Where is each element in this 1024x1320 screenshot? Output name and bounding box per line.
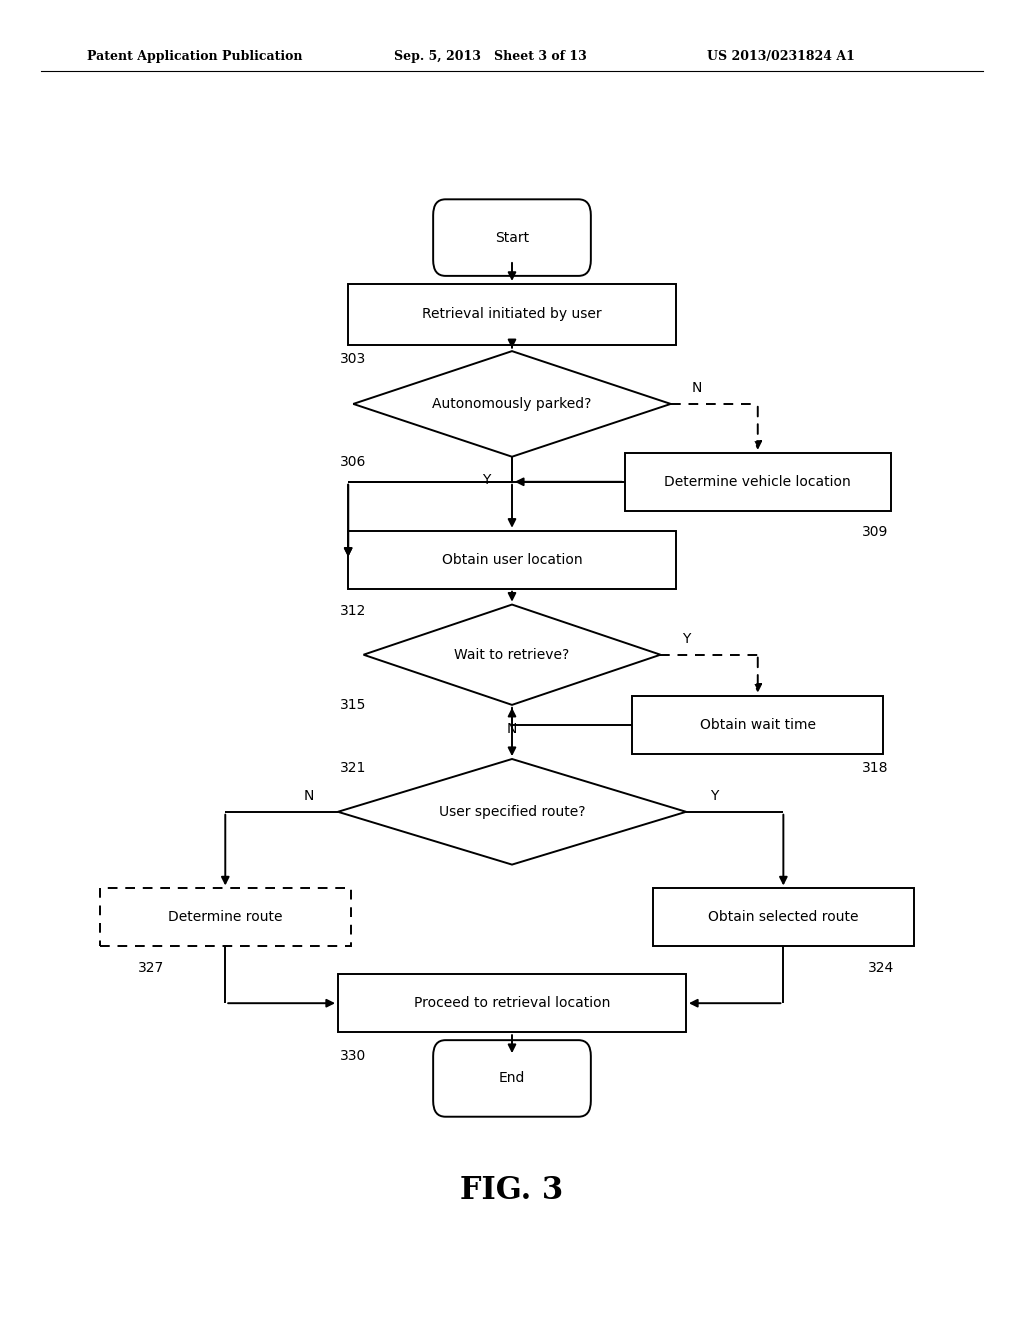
Text: 303: 303 — [340, 352, 367, 366]
Text: 318: 318 — [862, 762, 889, 775]
Text: 321: 321 — [340, 762, 367, 775]
Text: N: N — [691, 381, 701, 395]
Text: End: End — [499, 1072, 525, 1085]
Text: 309: 309 — [862, 525, 889, 539]
FancyBboxPatch shape — [433, 199, 591, 276]
Text: Y: Y — [482, 474, 490, 487]
Bar — [632, 696, 883, 754]
Text: 306: 306 — [340, 455, 367, 469]
Text: Obtain user location: Obtain user location — [441, 553, 583, 566]
Text: FIG. 3: FIG. 3 — [461, 1175, 563, 1206]
Bar — [100, 888, 350, 946]
Text: 327: 327 — [138, 961, 165, 974]
Bar — [348, 284, 676, 345]
Text: Determine route: Determine route — [168, 911, 283, 924]
Text: Wait to retrieve?: Wait to retrieve? — [455, 648, 569, 661]
Bar — [348, 531, 676, 589]
Text: 312: 312 — [340, 605, 367, 618]
Text: Obtain wait time: Obtain wait time — [699, 718, 816, 731]
Text: N: N — [507, 722, 517, 735]
Bar — [653, 888, 913, 946]
Text: Proceed to retrieval location: Proceed to retrieval location — [414, 997, 610, 1010]
Text: Patent Application Publication: Patent Application Publication — [87, 50, 302, 63]
FancyBboxPatch shape — [433, 1040, 591, 1117]
Text: Y: Y — [711, 789, 719, 803]
Text: Y: Y — [682, 632, 690, 645]
Text: Autonomously parked?: Autonomously parked? — [432, 397, 592, 411]
Text: 330: 330 — [340, 1049, 367, 1063]
Bar — [625, 453, 891, 511]
Text: US 2013/0231824 A1: US 2013/0231824 A1 — [707, 50, 854, 63]
Text: Sep. 5, 2013   Sheet 3 of 13: Sep. 5, 2013 Sheet 3 of 13 — [394, 50, 587, 63]
Text: Start: Start — [495, 231, 529, 244]
Text: N: N — [304, 789, 314, 803]
Text: Obtain selected route: Obtain selected route — [709, 911, 858, 924]
Text: Determine vehicle location: Determine vehicle location — [665, 475, 851, 488]
Text: Retrieval initiated by user: Retrieval initiated by user — [422, 308, 602, 321]
Text: User specified route?: User specified route? — [438, 805, 586, 818]
Polygon shape — [364, 605, 660, 705]
Text: 315: 315 — [340, 698, 367, 711]
Text: 324: 324 — [867, 961, 894, 974]
Bar — [338, 974, 686, 1032]
Polygon shape — [353, 351, 671, 457]
Polygon shape — [338, 759, 686, 865]
